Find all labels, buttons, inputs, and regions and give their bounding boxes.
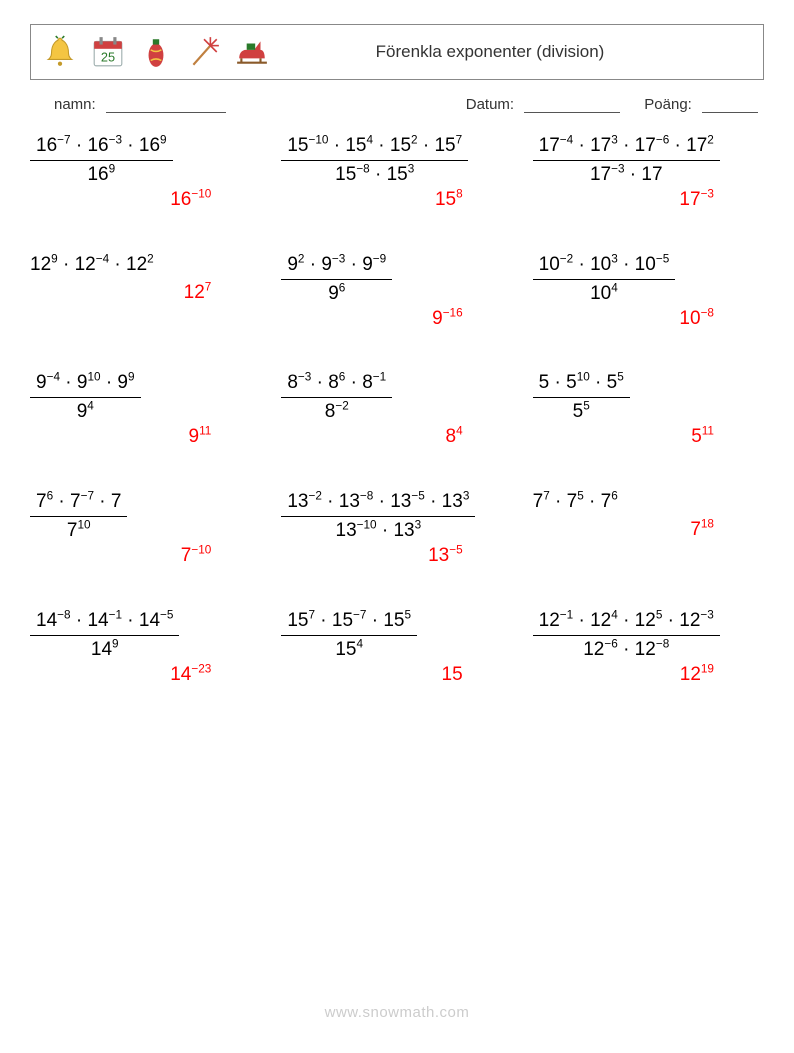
- fraction-denominator: 13−10 · 133: [281, 516, 475, 542]
- problem-answer: 7−10: [181, 545, 212, 567]
- problem-answer: 84: [446, 426, 463, 448]
- problem-expression: 76 · 7−7 · 7710: [30, 491, 127, 542]
- fraction-denominator: 55: [533, 397, 630, 423]
- fraction-numerator: 16−7 · 16−3 · 169: [30, 135, 173, 160]
- problem-answer: 718: [690, 519, 714, 541]
- sleigh-icon: [235, 35, 269, 69]
- problem-answer: 10−8: [679, 308, 714, 330]
- problem-expression: 14−8 · 14−1 · 14−5149: [30, 610, 179, 661]
- fraction-numerator: 8−3 · 86 · 8−1: [281, 372, 392, 397]
- fraction-denominator: 104: [533, 279, 676, 305]
- fraction-numerator: 15−10 · 154 · 152 · 157: [281, 135, 468, 160]
- bell-icon: [43, 35, 77, 69]
- fraction-numerator: 13−2 · 13−8 · 13−5 · 133: [281, 491, 475, 516]
- firework-icon: [187, 35, 221, 69]
- date-label: Datum:: [466, 96, 514, 113]
- problem-expression: 5 · 510 · 5555: [533, 372, 630, 423]
- problem-expression: 129 · 12−4 · 122: [30, 254, 154, 275]
- problem-cell: 8−3 · 86 · 8−18−284: [281, 372, 506, 423]
- problem-answer: 1219: [680, 664, 714, 686]
- problem-answer: 511: [691, 426, 714, 448]
- fraction-denominator: 15−8 · 153: [281, 160, 468, 186]
- problem-expression: 15−10 · 154 · 152 · 15715−8 · 153: [281, 135, 468, 186]
- svg-text:25: 25: [101, 50, 115, 65]
- problem-cell: 157 · 15−7 · 15515415: [281, 610, 506, 661]
- calendar-25-icon: 25: [91, 35, 125, 69]
- info-row: namn: Datum: Poäng:: [30, 96, 764, 113]
- problem-expression: 9−4 · 910 · 9994: [30, 372, 141, 423]
- fraction-denominator: 154: [281, 635, 417, 661]
- problem-answer: 14−23: [170, 664, 211, 686]
- name-label: namn:: [54, 96, 96, 113]
- date-field: Datum:: [466, 96, 621, 113]
- problem-cell: 15−10 · 154 · 152 · 15715−8 · 153158: [281, 135, 506, 186]
- problem-cell: 17−4 · 173 · 17−6 · 17217−3 · 1717−3: [533, 135, 758, 186]
- problem-cell: 16−7 · 16−3 · 16916916−10: [30, 135, 255, 186]
- ornament-icon: [139, 35, 173, 69]
- date-line: [524, 98, 620, 113]
- problem-cell: 92 · 9−3 · 9−9969−16: [281, 254, 506, 305]
- header-icon-row: 25: [43, 35, 269, 69]
- problem-expression: 17−4 · 173 · 17−6 · 17217−3 · 17: [533, 135, 720, 186]
- fraction-numerator: 92 · 9−3 · 9−9: [281, 254, 392, 279]
- score-label: Poäng:: [644, 96, 692, 113]
- problem-cell: 13−2 · 13−8 · 13−5 · 13313−10 · 13313−5: [281, 491, 506, 542]
- problem-answer: 15: [442, 664, 463, 686]
- problem-cell: 9−4 · 910 · 9994911: [30, 372, 255, 423]
- problem-cell: 14−8 · 14−1 · 14−514914−23: [30, 610, 255, 661]
- fraction-numerator: 76 · 7−7 · 7: [30, 491, 127, 516]
- problem-answer: 16−10: [170, 189, 211, 211]
- fraction-denominator: 169: [30, 160, 173, 186]
- name-line: [106, 98, 226, 113]
- problems-grid: 16−7 · 16−3 · 16916916−1015−10 · 154 · 1…: [30, 135, 764, 660]
- problem-cell: 77 · 75 · 76 718: [533, 491, 758, 542]
- problem-expression: 92 · 9−3 · 9−996: [281, 254, 392, 305]
- problem-answer: 9−16: [432, 308, 463, 330]
- fraction-numerator: 10−2 · 103 · 10−5: [533, 254, 676, 279]
- problem-cell: 76 · 7−7 · 77107−10: [30, 491, 255, 542]
- score-field: Poäng:: [644, 96, 758, 113]
- problem-expression: 10−2 · 103 · 10−5104: [533, 254, 676, 305]
- problem-expression: 12−1 · 124 · 125 · 12−312−6 · 12−8: [533, 610, 720, 661]
- worksheet-header: 25 Före: [30, 24, 764, 80]
- worksheet-title: Förenkla exponenter (division): [269, 42, 751, 62]
- score-line: [702, 98, 758, 113]
- problem-expression: 8−3 · 86 · 8−18−2: [281, 372, 392, 423]
- fraction-denominator: 8−2: [281, 397, 392, 423]
- problem-expression: 77 · 75 · 76: [533, 491, 618, 512]
- fraction-numerator: 17−4 · 173 · 17−6 · 172: [533, 135, 720, 160]
- fraction-denominator: 149: [30, 635, 179, 661]
- fraction-denominator: 94: [30, 397, 141, 423]
- fraction-numerator: 12−1 · 124 · 125 · 12−3: [533, 610, 720, 635]
- fraction-numerator: 5 · 510 · 55: [533, 372, 630, 397]
- footer-watermark: www.snowmath.com: [0, 1004, 794, 1021]
- fraction-denominator: 12−6 · 12−8: [533, 635, 720, 661]
- problem-answer: 127: [184, 282, 212, 304]
- name-field: namn:: [54, 96, 226, 113]
- problem-expression: 13−2 · 13−8 · 13−5 · 13313−10 · 133: [281, 491, 475, 542]
- problem-answer: 911: [189, 426, 212, 448]
- fraction-numerator: 157 · 15−7 · 155: [281, 610, 417, 635]
- problem-cell: 5 · 510 · 5555511: [533, 372, 758, 423]
- problem-expression: 16−7 · 16−3 · 169169: [30, 135, 173, 186]
- problem-answer: 13−5: [428, 545, 463, 567]
- problem-answer: 158: [435, 189, 463, 211]
- problem-cell: 12−1 · 124 · 125 · 12−312−6 · 12−81219: [533, 610, 758, 661]
- fraction-numerator: 14−8 · 14−1 · 14−5: [30, 610, 179, 635]
- fraction-numerator: 9−4 · 910 · 99: [30, 372, 141, 397]
- problem-cell: 129 · 12−4 · 122 127: [30, 254, 255, 305]
- problem-cell: 10−2 · 103 · 10−510410−8: [533, 254, 758, 305]
- fraction-denominator: 96: [281, 279, 392, 305]
- fraction-denominator: 710: [30, 516, 127, 542]
- fraction-denominator: 17−3 · 17: [533, 160, 720, 186]
- problem-answer: 17−3: [679, 189, 714, 211]
- problem-expression: 157 · 15−7 · 155154: [281, 610, 417, 661]
